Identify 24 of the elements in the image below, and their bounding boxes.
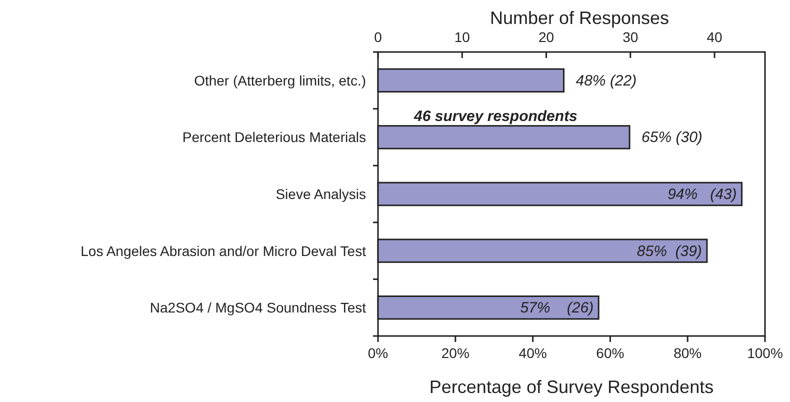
y-tick-label: Other (Atterberg limits, etc.): [194, 72, 366, 88]
x2-tick-label: 30: [622, 29, 638, 45]
y-tick-label: Percent Deleterious Materials: [182, 129, 366, 146]
x-tick-label: 20%: [441, 345, 470, 361]
x2-tick-label: 0: [374, 29, 382, 45]
x2-tick-label: 20: [538, 29, 554, 45]
x-tick-label: 0%: [368, 345, 388, 361]
x-tick-label: 60%: [596, 345, 624, 361]
x-tick-label: 40%: [518, 345, 547, 361]
annotation: 46 survey respondents: [413, 108, 578, 125]
data-label: 65% (30): [642, 129, 702, 146]
y-tick-label: Sieve Analysis: [276, 186, 366, 202]
data-label: 94% (43): [668, 186, 737, 203]
x-tick-label: 100%: [747, 345, 783, 361]
x2-tick-label: 10: [454, 29, 470, 45]
y-tick-label: Na2SO4 / MgSO4 Soundness Test: [150, 300, 366, 316]
x2-axis-title: Number of Responses: [490, 8, 670, 28]
x-tick-label: 80%: [674, 345, 702, 361]
data-label: 48% (22): [576, 72, 637, 90]
x2-tick-label: 40: [706, 29, 723, 45]
data-label: 85% (39): [636, 242, 702, 260]
y-tick-label: Los Angeles Abrasion and/or Micro Deval Test: [80, 242, 366, 259]
x-axis-title: Percentage of Survey Respondents: [429, 377, 714, 397]
data-label: 57% (26): [520, 300, 594, 317]
